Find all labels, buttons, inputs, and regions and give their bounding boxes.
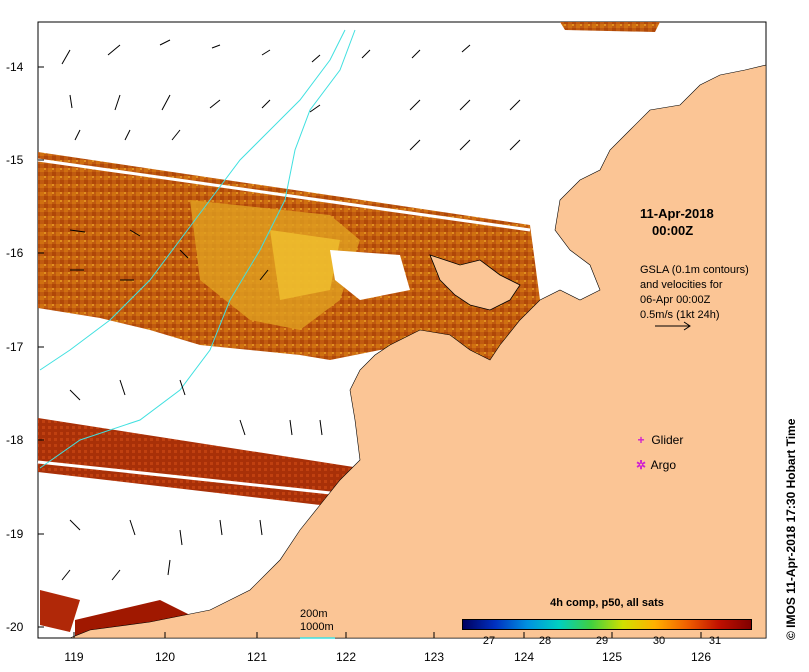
sst-swath-south: [38, 418, 365, 505]
lon-label: 126: [690, 650, 712, 664]
credit-label: © IMOS 11-Apr-2018 17:30 Hobart Time: [784, 418, 798, 640]
landmass: [69, 22, 767, 639]
gsla-line: 06-Apr 00:00Z: [640, 294, 711, 306]
lat-label: -15: [6, 153, 24, 167]
lon-label: 120: [154, 650, 176, 664]
colorbar-tick: 31: [708, 635, 722, 647]
date-line: 11-Apr-2018: [640, 206, 714, 221]
swath-edge-1: [37, 158, 531, 232]
gsla-line: 0.5m/s (1kt 24h): [640, 309, 720, 321]
lon-label: 121: [246, 650, 268, 664]
colorbar-title: 4h comp, p50, all sats: [550, 597, 664, 609]
lat-label: -20: [6, 620, 24, 634]
velocity-arrows: [61, 39, 691, 581]
depth-200m: 200m: [300, 608, 328, 620]
legend-argo-label: Argo: [650, 458, 677, 472]
lon-label: 125: [601, 650, 623, 664]
lat-label: -16: [6, 246, 24, 260]
gsla-description: GSLA (0.1m contours) and velocities for …: [640, 263, 749, 323]
time-line: 00:00Z: [652, 223, 694, 238]
contour-1000m: [39, 29, 356, 469]
sst-gap: [330, 250, 410, 300]
colorbar: [462, 619, 752, 630]
legend-argo: ✲ Argo: [634, 458, 676, 472]
depth-1000m: 1000m: [300, 621, 334, 633]
axis-ticks: [38, 66, 702, 638]
colorbar-tick: 30: [652, 635, 666, 647]
lon-label: 119: [64, 650, 84, 664]
lon-label: 122: [335, 650, 357, 664]
sst-swath-top: [560, 22, 660, 32]
sst-hot-patch: [270, 230, 340, 300]
colorbar-tick: 29: [595, 635, 609, 647]
lon-label: 124: [513, 650, 535, 664]
lat-label: -17: [6, 340, 24, 354]
colorbar-tick: 28: [538, 635, 552, 647]
gsla-line: and velocities for: [640, 279, 723, 291]
legend-glider: + Glider: [634, 433, 683, 447]
gsla-line: GSLA (0.1m contours): [640, 264, 749, 276]
date-label: 11-Apr-2018 00:00Z: [640, 205, 714, 239]
argo-icon: ✲: [635, 458, 647, 472]
lat-label: -18: [6, 433, 24, 447]
sst-patch-sw: [40, 590, 80, 632]
legend-glider-label: Glider: [651, 433, 684, 447]
lat-label: -19: [6, 527, 24, 541]
lat-label: -14: [6, 60, 24, 74]
contour-200m: [39, 29, 346, 371]
swath-edge-2: [37, 460, 341, 496]
coastline-detail: [429, 254, 521, 311]
colorbar-tick: 27: [482, 635, 496, 647]
lon-label: 123: [423, 650, 445, 664]
glider-icon: +: [637, 433, 645, 447]
depth-legend: 200m 1000m: [300, 608, 334, 634]
